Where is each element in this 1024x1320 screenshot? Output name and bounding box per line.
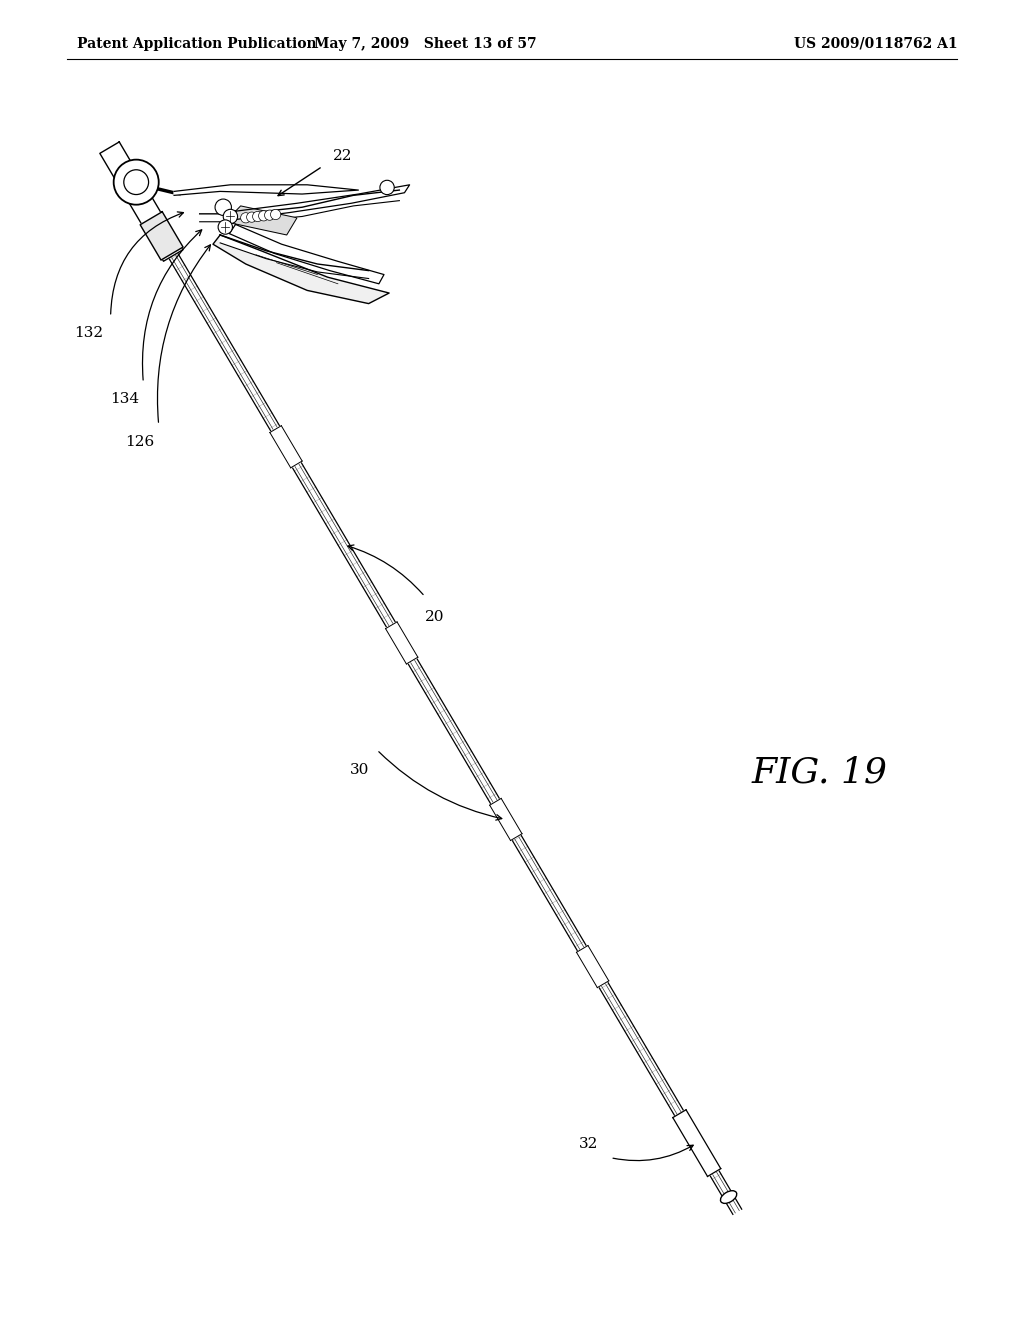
Polygon shape [228,185,410,220]
Polygon shape [577,945,609,987]
Circle shape [247,213,257,222]
Polygon shape [225,206,297,235]
Polygon shape [155,228,741,1214]
Text: FIG. 19: FIG. 19 [752,755,887,789]
Polygon shape [489,799,522,841]
Circle shape [264,210,274,220]
Text: 32: 32 [579,1138,598,1151]
Text: 22: 22 [333,149,352,162]
Circle shape [114,160,159,205]
Ellipse shape [721,1191,736,1204]
Text: 126: 126 [125,436,155,449]
Polygon shape [100,143,183,261]
Circle shape [380,181,394,194]
Text: May 7, 2009   Sheet 13 of 57: May 7, 2009 Sheet 13 of 57 [313,37,537,51]
Text: Patent Application Publication: Patent Application Publication [77,37,316,51]
Text: 134: 134 [111,392,139,405]
Text: 30: 30 [350,763,370,777]
Polygon shape [140,211,183,260]
Polygon shape [229,224,384,284]
Polygon shape [386,622,418,664]
Circle shape [258,211,268,220]
Polygon shape [220,235,369,279]
Polygon shape [213,235,389,304]
Text: 20: 20 [425,610,444,624]
Text: 132: 132 [74,326,102,339]
Circle shape [241,213,251,223]
Polygon shape [174,185,358,195]
Text: US 2009/0118762 A1: US 2009/0118762 A1 [794,37,957,51]
Circle shape [253,211,263,222]
Circle shape [124,170,148,194]
Circle shape [270,210,281,219]
Polygon shape [200,190,399,222]
Polygon shape [673,1110,721,1176]
Polygon shape [270,426,302,467]
Circle shape [215,199,231,215]
Circle shape [218,220,232,234]
Circle shape [223,210,238,223]
